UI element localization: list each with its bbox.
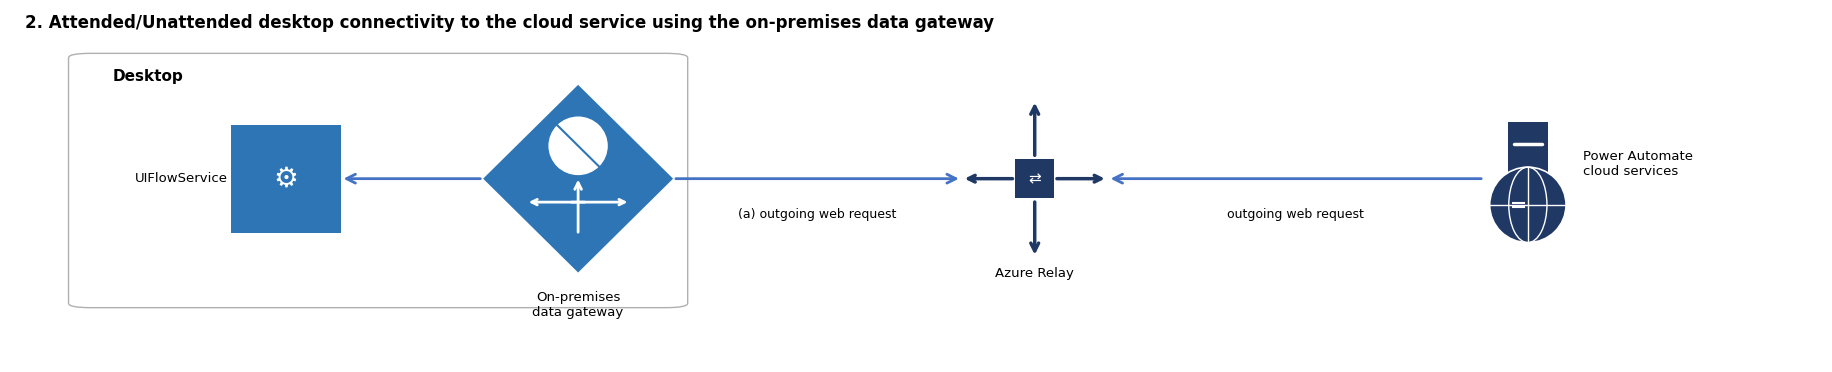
FancyBboxPatch shape <box>1015 160 1053 198</box>
Text: ⚙: ⚙ <box>273 165 299 193</box>
FancyBboxPatch shape <box>231 125 341 233</box>
Text: UIFlowService: UIFlowService <box>134 172 227 185</box>
Text: 2. Attended/Unattended desktop connectivity to the cloud service using the on-pr: 2. Attended/Unattended desktop connectiv… <box>24 14 993 32</box>
Text: Desktop: Desktop <box>112 69 183 84</box>
Text: outgoing web request: outgoing web request <box>1227 208 1365 221</box>
FancyBboxPatch shape <box>1508 122 1548 209</box>
Text: On-premises
data gateway: On-premises data gateway <box>533 291 623 319</box>
FancyBboxPatch shape <box>68 53 687 308</box>
Text: ⇄: ⇄ <box>1028 171 1041 186</box>
Text: Power Automate
cloud services: Power Automate cloud services <box>1583 150 1693 178</box>
Text: (a) outgoing web request: (a) outgoing web request <box>738 208 896 221</box>
Text: Azure Relay: Azure Relay <box>995 267 1074 280</box>
Polygon shape <box>484 85 672 273</box>
Ellipse shape <box>1489 167 1566 243</box>
Ellipse shape <box>548 116 608 176</box>
